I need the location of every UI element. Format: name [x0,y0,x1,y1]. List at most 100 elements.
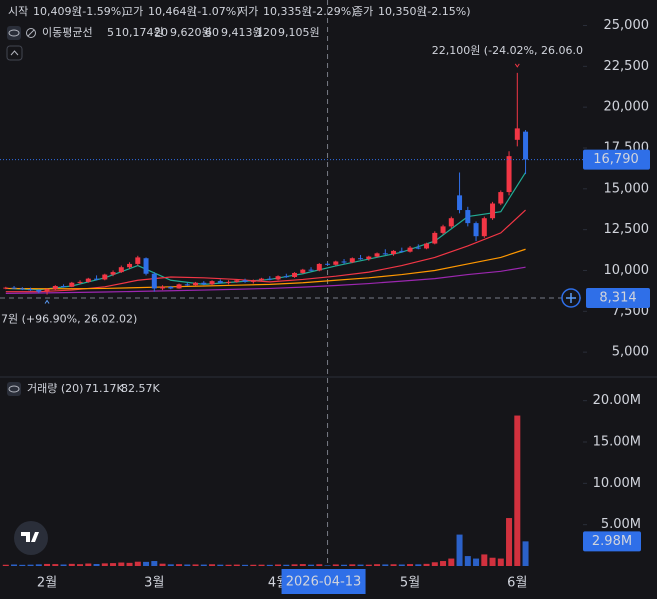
volume-bar [415,564,422,566]
volume-bar [19,564,26,566]
candle-body [110,272,116,275]
eye-icon[interactable] [8,29,20,37]
volume-bar [291,564,298,566]
hide-icon[interactable] [26,28,36,38]
volume-bar [184,564,191,566]
ohlc-change: (-2.15%) [423,5,471,18]
volume-bar [52,564,59,566]
logo-circle [14,521,48,555]
volume-bar [151,561,158,566]
volume-bar [341,564,348,566]
candle-body [234,280,240,282]
volume-label: 2.98M [592,534,632,549]
volume-bar [398,564,405,566]
volume-bar [266,564,273,566]
volume-bar [2,564,9,566]
candle-body [36,290,42,292]
y-tick-label: 15,000 [604,181,650,196]
volume-y-tick-label: 10.00M [593,476,641,491]
candle-body [102,274,108,280]
x-tick-label: 3월 [144,576,164,591]
candle-body [349,258,355,263]
price-label-box [583,149,650,170]
candle-body [283,276,289,278]
volume-bar [176,564,183,566]
candle-body [69,282,75,287]
volume-bar [233,564,240,566]
axes: 5,0007,50010,00012,50015,00017,50020,000… [37,18,650,594]
volume-bar [35,564,42,566]
volume-bar [192,564,199,566]
volume-bar [448,558,455,566]
candle-body [498,192,504,204]
volume-title: 거래량 (20) [27,382,83,395]
candle-body [506,156,512,193]
ohlc-change: (-1.59%) [78,5,126,18]
candle-body [259,278,265,281]
collapse-button[interactable] [6,45,23,61]
x-tick-label: 2월 [37,576,57,591]
annotation: 7원 (+96.90%, 26.02.02) [1,313,137,326]
candle-body [448,218,454,227]
collapse-arrow [10,50,19,56]
ohlc-label: 고가 [123,5,143,18]
candle-body [127,263,133,268]
volume-y-tick-label: 15.00M [593,435,641,450]
candle-body [300,269,306,273]
candle-body [316,263,322,271]
volume-bar [464,556,471,566]
volume-bar [332,564,339,566]
ohlc-header: 시작 10,409원(-1.59%)고가 10,464원(-1.07%)저가 10,3… [8,5,471,18]
y-tick-label: 10,000 [604,263,650,278]
ohlc-label: 저가 [238,5,258,18]
candle-body [44,289,50,292]
logo[interactable] [14,521,48,555]
ma-period: 20 [154,26,168,39]
volume-bar [365,564,372,566]
volume-bar [77,564,84,566]
candle-body [432,232,438,244]
volume-bar [481,554,488,566]
volume-bar [217,564,224,566]
candle-body [308,269,314,271]
ma-value: 9,620원 [170,26,212,39]
candle-body [52,285,58,290]
ma-period: 120 [256,26,277,39]
candle-body [217,281,223,283]
volume-bar [110,563,117,566]
annotation: 22,100원 (-24.02%, 26.06.0 [432,44,583,57]
ma-line [5,266,526,294]
annotation-arrow [44,299,50,304]
volume-bar [382,564,389,566]
candle-body [325,263,331,265]
crosshair-date: 2026-04-13 [286,575,362,590]
volume-icon-box[interactable] [7,382,21,396]
volume-bar [143,561,150,566]
volume-bar [456,534,463,566]
candle-body [19,288,25,290]
volume-bar [283,564,290,566]
ma-value: 9,413원 [221,26,263,39]
x-tick-label: 6월 [507,576,527,591]
ohlc-label: 종가 [353,5,373,18]
volume-bar [407,564,414,566]
ohlc-value: 10,464원 [148,5,197,18]
candle-body [135,257,141,264]
candle-body [209,281,215,285]
candle-body [61,285,67,287]
candle-body [168,286,174,289]
y-tick-label: 12,500 [604,222,650,237]
candle-body [424,243,430,249]
volume-eye-icon[interactable] [8,385,20,393]
ma-line [5,248,526,290]
volume-bar [497,558,504,566]
icon-box[interactable] [7,26,21,40]
crosshair-date-box [281,569,366,594]
volume-bar [423,563,430,566]
volume-bar [167,564,174,566]
volume-bar [308,564,315,566]
ma-line [5,209,526,293]
candle-body [151,273,157,289]
